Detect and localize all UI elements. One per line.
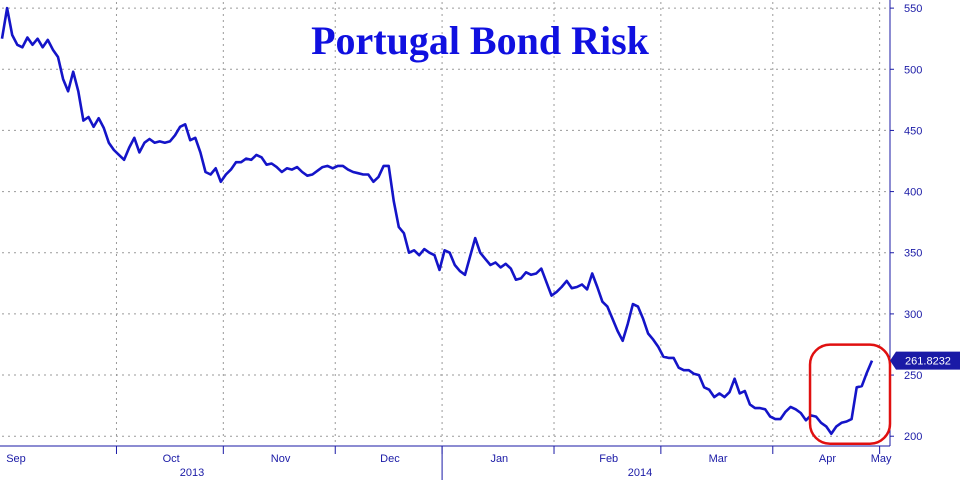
x-tick-label: Mar [709, 453, 728, 465]
x-tick-label: Jan [490, 453, 508, 465]
x-tick-label: Nov [271, 453, 291, 465]
x-tick-label: Oct [163, 453, 180, 465]
y-tick-label: 550 [904, 3, 922, 15]
x-axis-tick-labels: Sep Oct Nov Dec Jan Feb Mar Apr May 2013 2014 [6, 453, 892, 479]
x-tick-label: Sep [6, 453, 26, 465]
highlight-circle [808, 343, 892, 446]
y-axis-tick-labels: 200 250 300 350 400 450 500 550 [904, 3, 922, 443]
x-tick-label: Apr [819, 453, 836, 465]
y-tick-label: 400 [904, 187, 922, 199]
series-line [0, 6, 874, 436]
y-tick-label: 500 [904, 64, 922, 76]
y-tick-label: 350 [904, 248, 922, 260]
x-year-label: 2013 [180, 467, 204, 479]
highlight-group: 261.8232 [808, 343, 960, 446]
chart-title: Portugal Bond Risk [311, 18, 650, 63]
y-tick-label: 450 [904, 125, 922, 137]
grid-lines [2, 2, 890, 446]
y-tick-label: 250 [904, 370, 922, 382]
last-value-badge [890, 351, 960, 370]
x-tick-label: Feb [599, 453, 618, 465]
x-year-label: 2014 [628, 467, 652, 479]
x-tick-label: May [871, 453, 892, 465]
y-tick-label: 300 [904, 309, 922, 321]
y-tick-label: 200 [904, 431, 922, 443]
last-value-label: 261.8232 [905, 356, 951, 368]
series-group [0, 6, 874, 436]
x-tick-label: Dec [380, 453, 400, 465]
